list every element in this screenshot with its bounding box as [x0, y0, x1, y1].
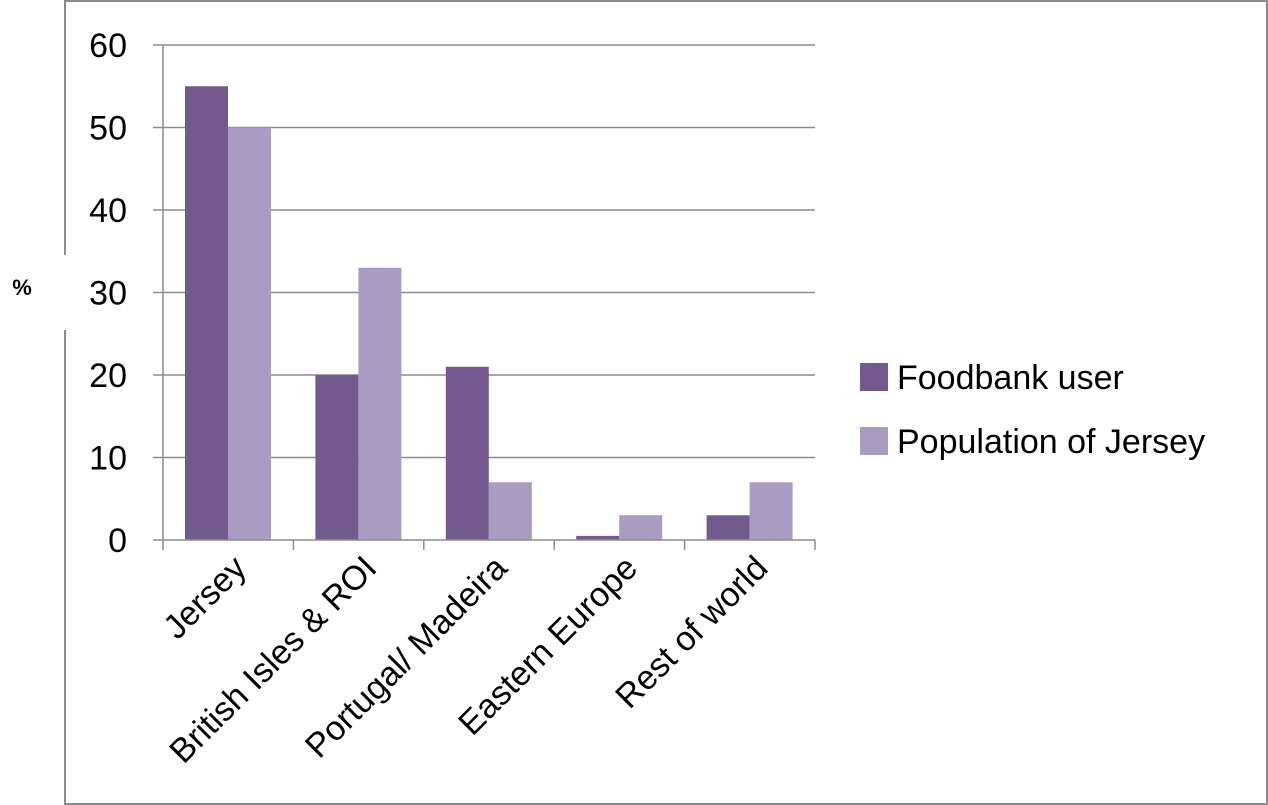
axis-title-backdrop — [0, 255, 70, 330]
bar-foodbank-user — [185, 86, 228, 540]
bar-foodbank-user — [315, 375, 359, 540]
y-tick-label: 20 — [89, 357, 127, 395]
bar-population-of-jersey — [488, 482, 532, 540]
legend: Foodbank user Population of Jersey — [860, 359, 1205, 461]
legend-label: Population of Jersey — [897, 423, 1205, 461]
axes — [153, 44, 816, 550]
y-tick-label: 10 — [89, 440, 127, 478]
gridlines — [163, 44, 815, 459]
bar-population-of-jersey — [358, 267, 402, 540]
y-tick-label: 40 — [89, 192, 127, 230]
legend-label: Foodbank user — [897, 359, 1124, 397]
bar-foodbank-user — [576, 535, 620, 540]
chart-frame — [64, 0, 1268, 805]
bar-foodbank-user — [706, 515, 750, 540]
bar-population-of-jersey — [228, 127, 271, 540]
y-tick-label: 0 — [108, 522, 127, 560]
legend-swatch — [860, 363, 888, 391]
bar-population-of-jersey — [749, 482, 793, 540]
y-tick-labels: 0 10 20 30 40 50 60 — [89, 27, 127, 560]
y-axis-title: % — [12, 275, 32, 300]
y-tick-label: 60 — [89, 27, 127, 65]
legend-swatch — [860, 427, 888, 455]
bars — [185, 86, 793, 540]
y-tick-label: 30 — [89, 275, 127, 313]
bar-foodbank-user — [445, 366, 489, 540]
x-tick-label: Jersey — [156, 549, 254, 647]
y-tick-label: 50 — [89, 110, 127, 148]
bar-population-of-jersey — [619, 515, 663, 540]
